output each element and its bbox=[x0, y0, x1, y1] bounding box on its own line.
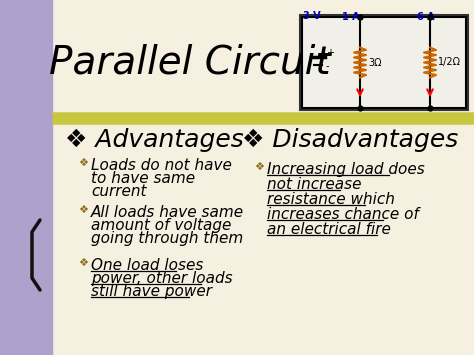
Text: 3 V: 3 V bbox=[303, 11, 320, 21]
Text: -: - bbox=[326, 61, 329, 71]
Text: 1 A: 1 A bbox=[342, 12, 360, 22]
Text: Loads do not have: Loads do not have bbox=[91, 158, 232, 173]
Text: power, other loads: power, other loads bbox=[91, 271, 233, 286]
Text: going through them: going through them bbox=[91, 231, 243, 246]
Text: ❖: ❖ bbox=[78, 158, 88, 168]
Text: ❖ Advantages: ❖ Advantages bbox=[65, 128, 244, 152]
Text: current: current bbox=[91, 184, 146, 199]
Text: still have power: still have power bbox=[91, 284, 212, 299]
Text: resistance which: resistance which bbox=[267, 192, 395, 207]
Text: +: + bbox=[326, 48, 334, 58]
Text: amount of voltage: amount of voltage bbox=[91, 218, 231, 233]
Text: ❖: ❖ bbox=[254, 162, 264, 172]
Text: an electrical fire: an electrical fire bbox=[267, 222, 391, 237]
Text: ❖ Disadvantages: ❖ Disadvantages bbox=[242, 128, 458, 152]
Text: ❖: ❖ bbox=[78, 205, 88, 215]
Text: One load loses: One load loses bbox=[91, 258, 203, 273]
Text: 6 A: 6 A bbox=[417, 12, 435, 22]
Text: to have same: to have same bbox=[91, 171, 195, 186]
Bar bbox=[0, 0, 52, 355]
Bar bbox=[300, 15, 468, 110]
Text: 1/2Ω: 1/2Ω bbox=[438, 58, 461, 67]
Text: Increasing load does: Increasing load does bbox=[267, 162, 425, 177]
Text: All loads have same: All loads have same bbox=[91, 205, 244, 220]
Text: not increase: not increase bbox=[267, 177, 362, 192]
Text: 3Ω: 3Ω bbox=[368, 58, 382, 67]
Text: increases chance of: increases chance of bbox=[267, 207, 419, 222]
Text: Parallel Circuit: Parallel Circuit bbox=[49, 43, 331, 81]
Text: ❖: ❖ bbox=[78, 258, 88, 268]
